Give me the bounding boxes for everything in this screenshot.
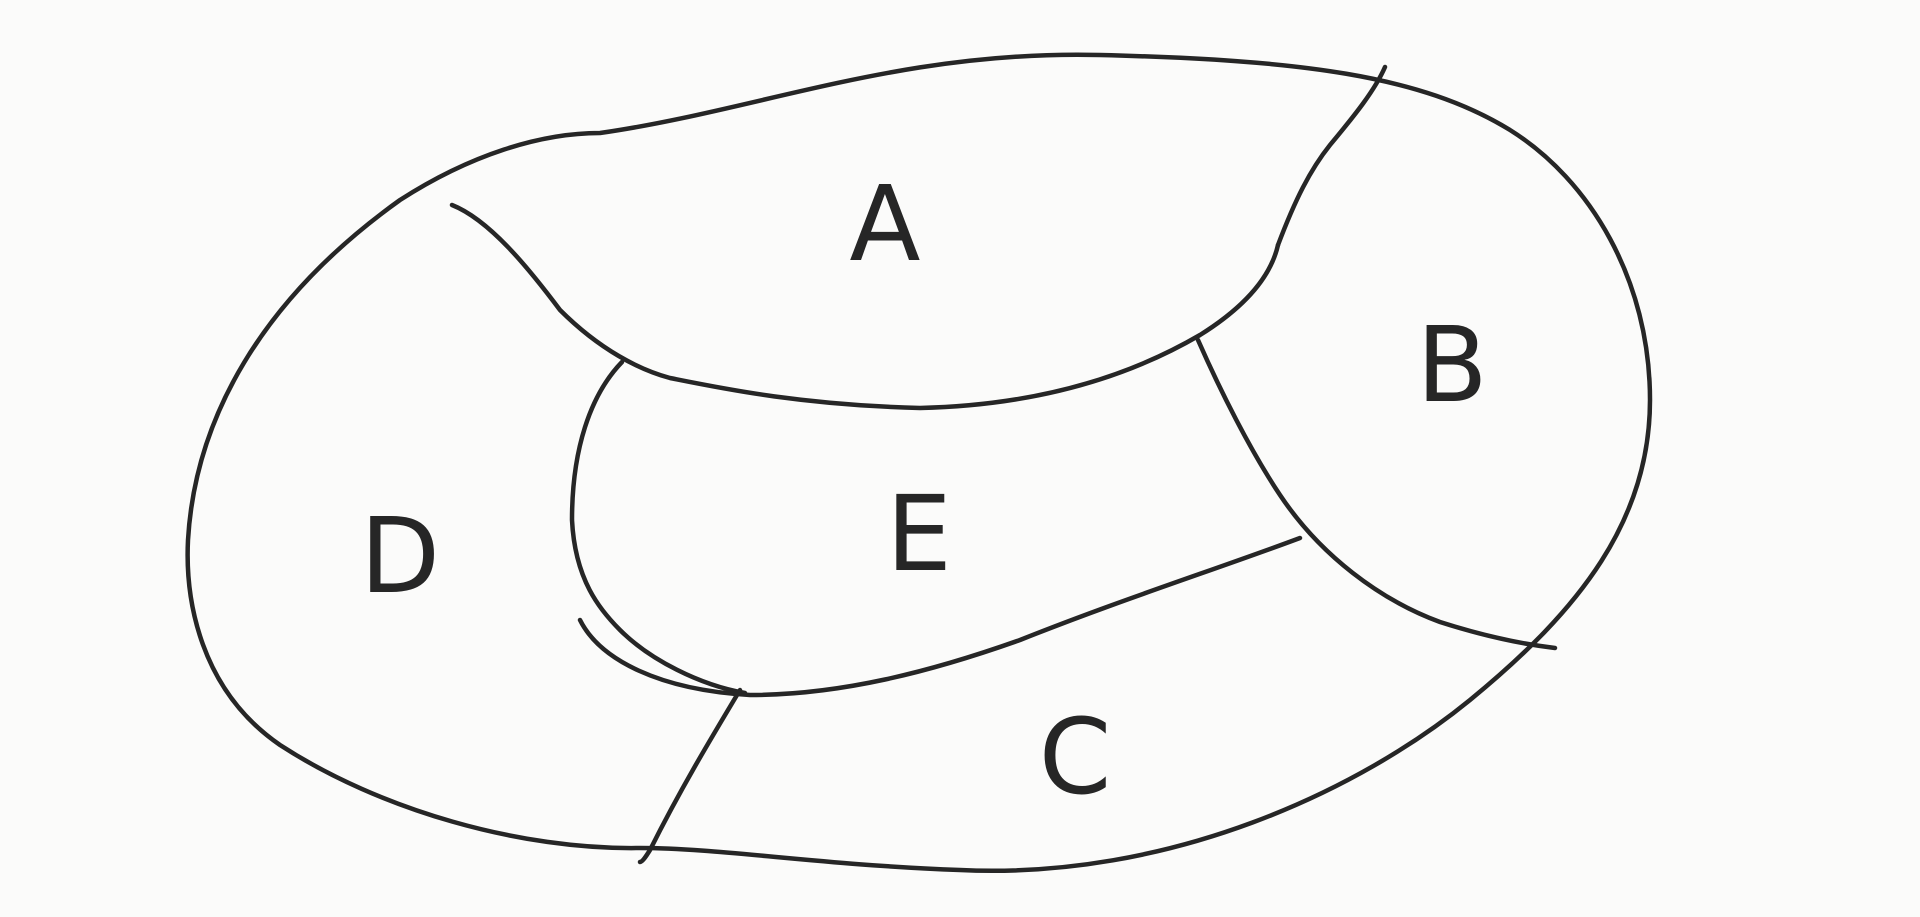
- region-label-b: B: [1416, 304, 1488, 426]
- region-label-d: D: [359, 495, 441, 617]
- boundary-e-b: [1195, 337, 1558, 651]
- region-label-e: E: [886, 473, 952, 595]
- region-label-c: C: [1038, 696, 1112, 818]
- boundary-e-c: [577, 535, 1303, 698]
- region-label-a: A: [849, 163, 921, 285]
- boundary-d-c: [637, 687, 743, 865]
- boundary-d-e: [569, 359, 748, 696]
- boundary-a-b: [1275, 64, 1388, 248]
- outer-boundary: [185, 52, 1653, 873]
- boundary-a-lower: [449, 202, 1281, 411]
